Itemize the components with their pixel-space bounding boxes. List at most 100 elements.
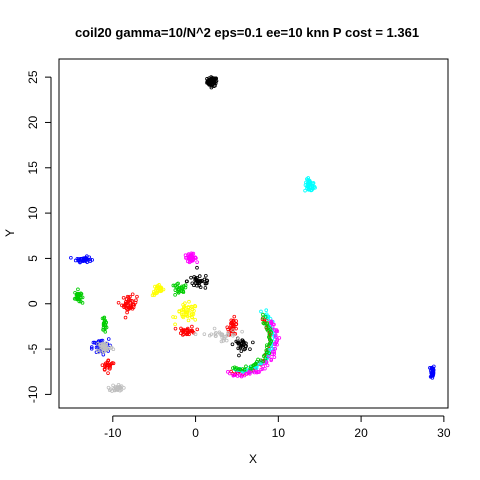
data-point: [311, 181, 316, 185]
data-point: [272, 350, 277, 354]
data-point: [208, 78, 213, 82]
data-point: [240, 343, 244, 348]
data-point: [272, 355, 277, 359]
data-point: [261, 321, 266, 325]
data-point: [309, 188, 313, 193]
data-point: [76, 257, 81, 261]
data-point: [109, 361, 113, 366]
data-point: [96, 350, 101, 355]
data-point: [81, 258, 85, 262]
data-point: [130, 292, 135, 297]
data-point: [267, 354, 271, 359]
data-point: [248, 372, 252, 376]
data-point: [158, 289, 163, 294]
data-point: [203, 281, 208, 286]
x-tick-label: 20: [354, 426, 368, 440]
data-point: [265, 363, 270, 368]
data-point: [127, 307, 131, 311]
y-tick-label: 0: [26, 300, 40, 307]
data-point: [107, 388, 112, 393]
data-point: [106, 337, 111, 341]
data-point: [266, 325, 271, 330]
data-point: [195, 265, 199, 270]
y-tick-label: 20: [26, 115, 40, 129]
data-point: [88, 257, 92, 262]
data-point: [213, 332, 218, 336]
data-point: [259, 361, 263, 366]
data-point: [183, 283, 188, 288]
data-point: [78, 260, 82, 265]
data-point: [189, 275, 193, 280]
data-point: [265, 345, 269, 349]
data-point: [121, 295, 126, 300]
data-point: [202, 332, 207, 336]
data-point: [191, 256, 196, 261]
data-point: [269, 339, 274, 343]
data-point: [204, 273, 208, 278]
data-point: [171, 315, 175, 319]
x-axis-label: X: [249, 452, 257, 466]
data-point: [179, 286, 184, 290]
data-point: [184, 310, 189, 315]
data-point: [226, 330, 230, 335]
data-point: [273, 328, 277, 332]
data-point: [226, 370, 230, 374]
data-point: [207, 82, 212, 87]
data-point: [116, 300, 121, 305]
data-point: [188, 329, 193, 333]
data-point: [237, 353, 241, 358]
data-point: [229, 321, 233, 326]
data-point: [220, 332, 225, 337]
data-point: [175, 289, 180, 294]
data-point: [265, 343, 269, 347]
data-point: [152, 293, 157, 297]
data-point: [92, 340, 97, 345]
data-point: [179, 308, 184, 312]
data-point: [232, 314, 237, 319]
data-point: [307, 188, 311, 192]
data-point: [226, 332, 230, 337]
data-point: [231, 333, 235, 338]
data-point: [244, 364, 248, 369]
data-point: [263, 366, 267, 371]
data-point: [214, 79, 219, 83]
y-axis-label: Y: [3, 229, 17, 237]
x-tick-label: 0: [192, 426, 199, 440]
data-point: [261, 359, 265, 364]
data-point: [132, 302, 137, 307]
data-point: [190, 329, 195, 334]
data-point: [273, 333, 278, 338]
data-point: [104, 342, 108, 347]
data-point: [269, 319, 274, 324]
data-point: [193, 276, 198, 280]
data-point: [248, 347, 252, 351]
data-point: [267, 332, 272, 337]
data-point: [195, 327, 200, 332]
data-point: [80, 295, 85, 300]
chart-title: coil20 gamma=10/N^2 eps=0.1 ee=10 knn P …: [75, 25, 419, 40]
data-point: [198, 285, 203, 289]
data-point: [236, 346, 241, 351]
data-point: [264, 308, 269, 312]
data-point: [187, 313, 192, 318]
data-point: [89, 345, 94, 349]
data-point: [180, 314, 185, 319]
data-point: [231, 328, 235, 333]
data-point: [234, 322, 239, 326]
data-point: [203, 286, 208, 290]
data-point: [308, 184, 312, 189]
data-point: [151, 290, 156, 294]
data-point: [193, 317, 198, 322]
data-point: [99, 342, 103, 347]
data-point: [85, 254, 89, 258]
data-point: [179, 326, 183, 331]
data-point: [207, 333, 212, 338]
data-point: [210, 76, 215, 80]
data-point: [257, 370, 261, 374]
data-point: [269, 330, 273, 335]
data-point: [76, 287, 80, 292]
y-tick-label: 5: [26, 255, 40, 262]
data-point: [269, 357, 274, 362]
data-point: [123, 315, 128, 320]
data-point: [122, 386, 126, 390]
